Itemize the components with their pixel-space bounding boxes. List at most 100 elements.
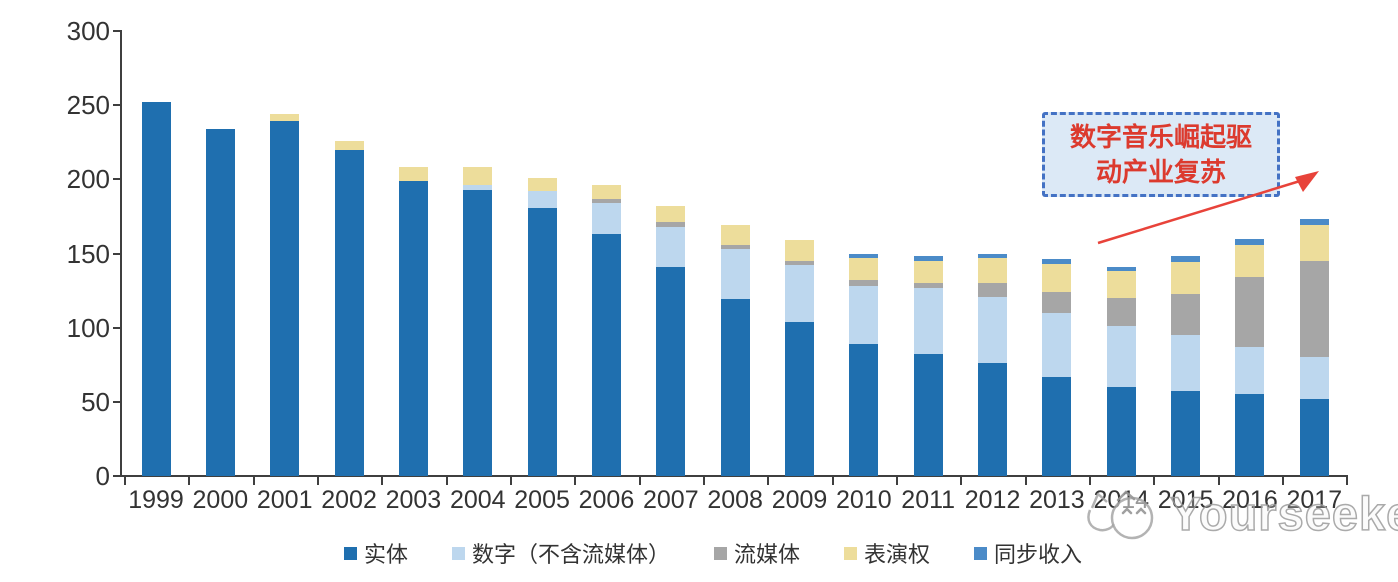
x-axis-tick [896, 477, 899, 485]
x-axis-label: 2007 [642, 486, 699, 514]
bar-segment [913, 354, 943, 476]
x-axis-tick [252, 477, 255, 485]
bar-segment [785, 321, 814, 476]
legend-label: 流媒体 [733, 542, 800, 567]
x-axis-label: 2017 [1286, 486, 1343, 514]
bar-segment [1042, 376, 1072, 476]
cat-logo-icon [1087, 490, 1154, 540]
bar-segment [720, 299, 750, 476]
x-axis-label: 2000 [192, 486, 249, 514]
x-axis-tick [381, 477, 384, 485]
bar-segment [1106, 326, 1136, 387]
x-axis-tick [831, 477, 834, 485]
y-axis-tick-label: 150 [66, 238, 110, 269]
x-axis-tick [638, 477, 641, 485]
y-axis-tick-label: 100 [66, 312, 110, 343]
bar-segment [1235, 244, 1265, 278]
bar-segment [785, 265, 814, 322]
x-axis [120, 475, 1348, 477]
bar-segment [1171, 262, 1201, 294]
y-axis-tick-label: 50 [81, 386, 110, 417]
legend-item: 流媒体 [713, 537, 800, 569]
bar-segment [334, 149, 364, 476]
bar-segment [1299, 260, 1329, 358]
y-axis-tick-label: 300 [66, 16, 110, 46]
y-axis-tick [113, 475, 121, 477]
bar-segment [591, 203, 621, 235]
y-axis [120, 30, 122, 477]
legend-label: 同步收入 [994, 542, 1083, 567]
x-axis-tick [574, 477, 577, 485]
bar-segment [785, 240, 814, 261]
bar-segment [720, 225, 750, 245]
bar-segment [1106, 387, 1136, 476]
legend-marker [343, 546, 357, 560]
annotation-box: 数字音乐崛起驱 动产业复苏 [1042, 112, 1280, 197]
x-axis-tick [960, 477, 963, 485]
legend: 实体 数字（不含流媒体） 流媒体 表演权 同步收入 [0, 537, 1398, 569]
bar-segment [849, 257, 879, 281]
bar-segment [527, 191, 557, 208]
bar-segment [1235, 238, 1265, 245]
bar-segment [1042, 259, 1072, 264]
bar-segment [720, 249, 750, 300]
x-axis-tick [1217, 477, 1220, 485]
bar-segment [1235, 394, 1265, 476]
y-axis-tick [113, 104, 121, 107]
x-axis-label: 2015 [1157, 486, 1214, 514]
bar-segment [720, 244, 750, 250]
x-axis-tick [1089, 477, 1092, 485]
bar-segment [978, 363, 1008, 476]
bar-segment [334, 140, 364, 150]
bar-segment [270, 121, 300, 476]
bar-segment [527, 207, 557, 476]
x-axis-label: 2003 [385, 486, 442, 514]
bar-segment [1106, 271, 1136, 298]
legend-item: 数字（不含流媒体） [451, 537, 670, 569]
x-axis-tick [188, 477, 191, 485]
x-axis-label: 2004 [449, 486, 506, 514]
bar-segment [1171, 256, 1201, 263]
x-axis-tick [316, 477, 319, 485]
bar-segment [463, 185, 493, 190]
watermark-text: Yourseeker [1169, 486, 1398, 541]
bar-segment [591, 185, 621, 199]
legend-item: 实体 [343, 537, 408, 569]
x-axis-label: 2008 [707, 486, 763, 514]
x-axis-tick [1346, 477, 1349, 485]
bar-segment [913, 283, 943, 288]
bar-segment [1106, 266, 1136, 272]
bar-segment [205, 128, 235, 476]
legend-label: 表演权 [864, 542, 931, 567]
bar-segment [913, 260, 943, 284]
legend-item: 表演权 [844, 537, 930, 569]
bar-segment [656, 266, 686, 476]
legend-marker [974, 546, 988, 560]
x-axis-tick [702, 477, 705, 485]
y-axis-tick [113, 178, 121, 181]
legend-marker [713, 546, 727, 560]
x-axis-tick [123, 477, 126, 485]
bar-segment [978, 257, 1008, 284]
x-axis-label: 2010 [836, 486, 892, 514]
y-axis-tick-label: 0 [95, 461, 110, 491]
y-axis-tick [113, 326, 121, 329]
annotation-line1: 数字音乐崛起驱 [1069, 121, 1252, 152]
bar-segment [785, 260, 814, 266]
bar-segment [1171, 293, 1201, 336]
x-axis-label: 2016 [1222, 486, 1278, 514]
bar-segment [141, 102, 171, 476]
bar-segment [1042, 263, 1072, 293]
bar-segment [1299, 398, 1329, 476]
bar-segment [1299, 225, 1329, 261]
bar-segment [463, 167, 493, 186]
bar-segment [1299, 357, 1329, 399]
x-axis-label: 2012 [964, 486, 1021, 514]
x-axis-label: 2005 [514, 486, 570, 514]
bar-segment [1171, 391, 1201, 476]
bar-segment [978, 283, 1008, 297]
x-axis-label: 2013 [1029, 486, 1085, 514]
x-axis-tick [509, 477, 512, 485]
bar-segment [1171, 335, 1201, 392]
